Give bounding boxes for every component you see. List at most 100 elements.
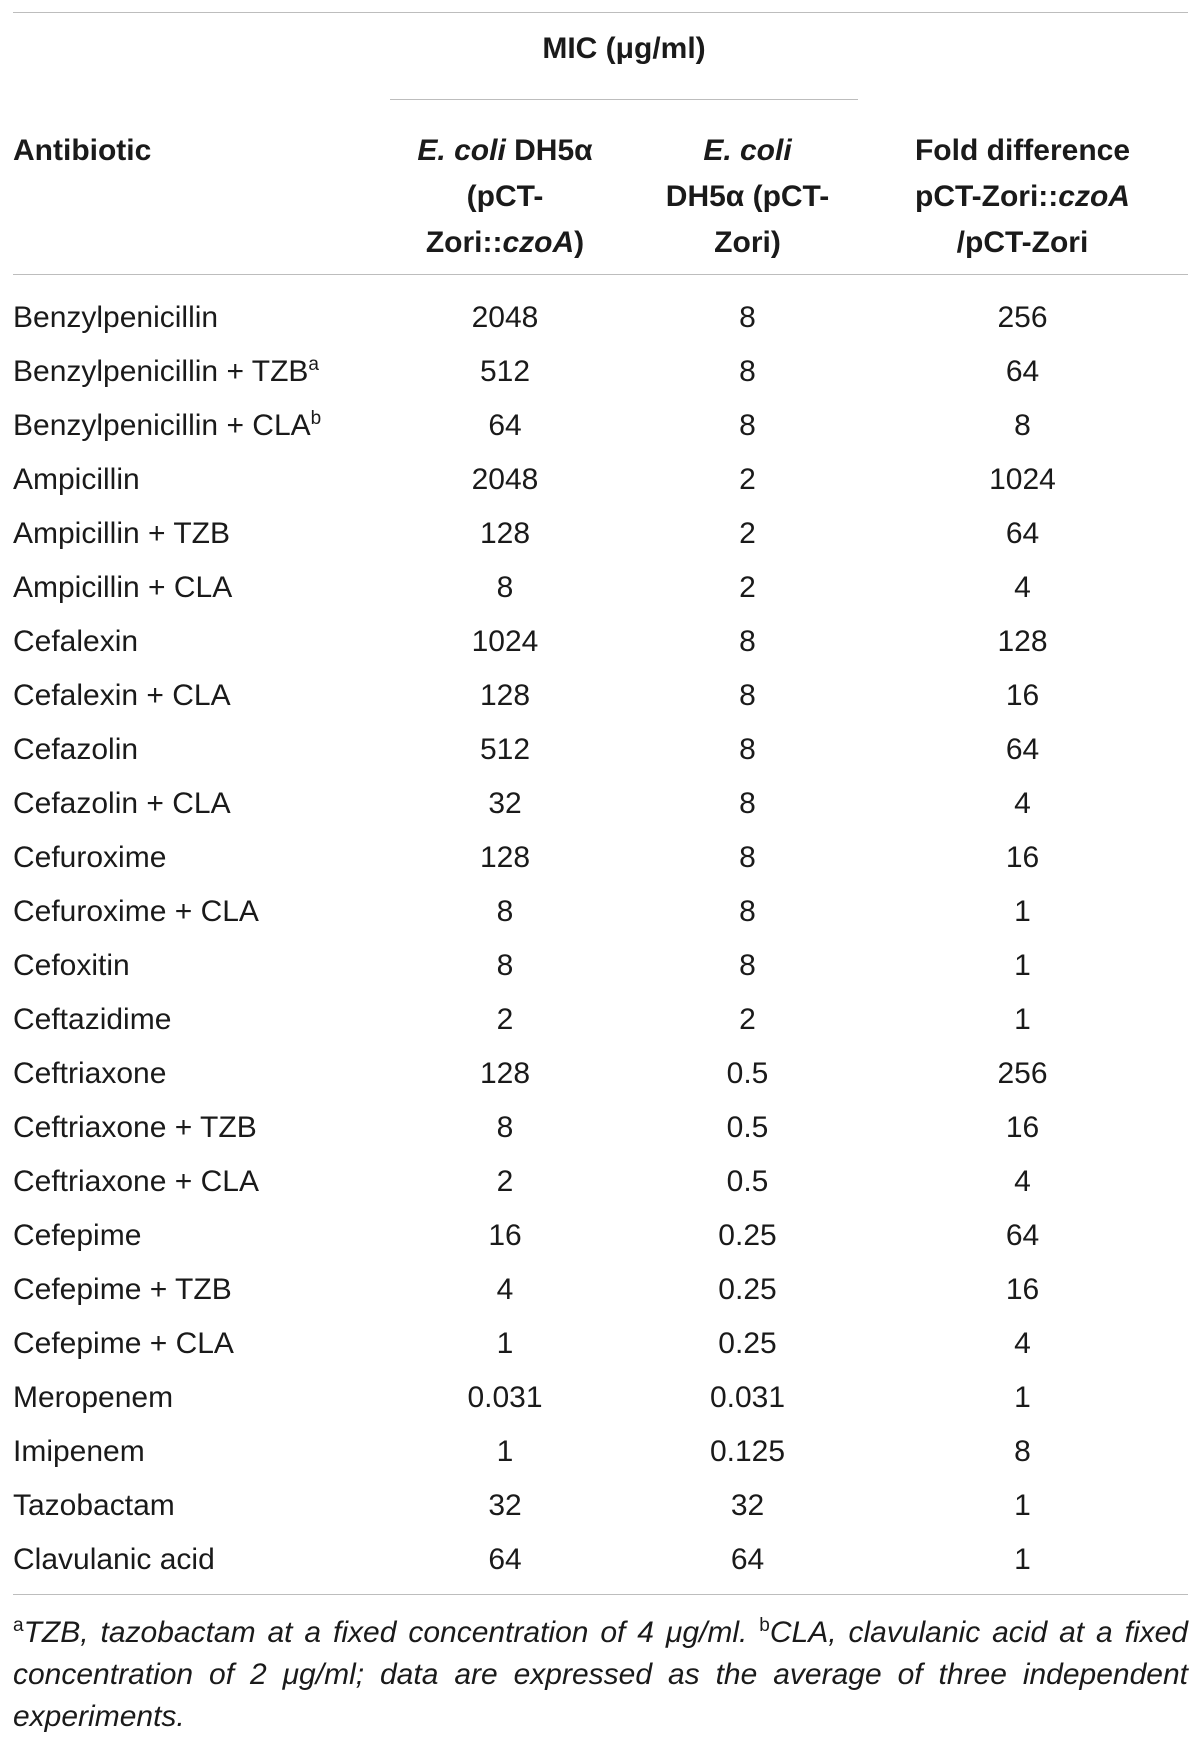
table-row: Benzylpenicillin + CLAb 64 8 8: [0, 399, 1200, 453]
mic-control-cell: 8: [635, 831, 860, 885]
mic-control-cell: 8: [635, 399, 860, 453]
header-antibiotic: Antibiotic: [13, 134, 152, 167]
mic-czoa-cell-text: 8: [496, 949, 514, 982]
fold-difference-cell: 16: [890, 1101, 1155, 1155]
mic-czoa-cell: 4: [395, 1263, 615, 1317]
mic-czoa-cell-text: 512: [479, 355, 531, 388]
mic-control-cell: 0.25: [635, 1263, 860, 1317]
table-row: Ampicillin 2048 2 1024: [0, 453, 1200, 507]
antibiotic-cell-text: Cefuroxime + CLA: [13, 895, 259, 928]
antibiotic-cell: Ampicillin + TZB: [13, 507, 230, 561]
mic-czoa-cell: 32: [395, 1479, 615, 1533]
fold-difference-cell: 16: [890, 669, 1155, 723]
fold-difference-cell-text: 4: [1014, 1327, 1031, 1360]
mic-czoa-cell-text: 64: [488, 1543, 522, 1576]
mic-czoa-cell: 2: [395, 993, 615, 1047]
mic-czoa-cell-text: 1: [496, 1327, 514, 1360]
antibiotic-cell: Cefuroxime: [13, 831, 166, 885]
mic-control-cell-text: 0.5: [726, 1057, 769, 1090]
fold-difference-cell-text: 1: [1014, 895, 1031, 928]
mic-control-cell: 0.031: [635, 1371, 860, 1425]
mic-czoa-cell: 8: [395, 939, 615, 993]
table-row: Clavulanic acid 64 64 1: [0, 1533, 1200, 1587]
fold-difference-cell: 1: [890, 993, 1155, 1047]
mic-czoa-cell: 8: [395, 561, 615, 615]
antibiotic-cell: Cefalexin + CLA: [13, 669, 231, 723]
antibiotic-cell: Imipenem: [13, 1425, 145, 1479]
antibiotic-cell-text: Ceftriaxone: [13, 1057, 167, 1090]
fold-difference-cell-text: 4: [1014, 1165, 1031, 1198]
antibiotic-cell: Ceftriaxone: [13, 1047, 166, 1101]
mic-control-cell-text: 8: [739, 895, 756, 928]
antibiotic-cell-text: Clavulanic acid: [13, 1543, 215, 1576]
mic-control-cell: 32: [635, 1479, 860, 1533]
antibiotic-cell-text: Cefalexin + CLA: [13, 679, 231, 712]
antibiotic-cell: Tazobactam: [13, 1479, 175, 1533]
mic-czoa-cell-text: 32: [488, 1489, 522, 1522]
mic-control-cell-text: 8: [739, 841, 756, 874]
table-row: Ceftriaxone + CLA 2 0.5 4: [0, 1155, 1200, 1209]
fold-difference-cell: 8: [890, 1425, 1155, 1479]
fold-difference-cell-text: 16: [1005, 679, 1040, 712]
fold-difference-cell: 128: [890, 615, 1155, 669]
table-row: Cefazolin 512 8 64: [0, 723, 1200, 777]
mic-control-cell: 8: [635, 939, 860, 993]
mic-czoa-cell: 8: [395, 885, 615, 939]
mic-czoa-cell-text: 16: [488, 1219, 522, 1252]
mic-czoa-cell-text: 8: [496, 1111, 514, 1144]
fold-difference-cell-text: 64: [1005, 355, 1040, 388]
mic-control-cell-text: 0.031: [709, 1381, 786, 1414]
header-ecoli-czoa-gene: czoA: [502, 226, 575, 259]
fold-difference-cell: 4: [890, 1317, 1155, 1371]
fold-difference-cell-text: 1: [1014, 1543, 1031, 1576]
antibiotic-cell: Ceftriaxone + TZB: [13, 1101, 257, 1155]
mic-group-header: MIC (μg/ml): [542, 32, 706, 65]
antibiotic-cell-text: Benzylpenicillin + CLA: [13, 409, 311, 442]
table-row: Cefuroxime 128 8 16: [0, 831, 1200, 885]
mic-czoa-cell: 0.031: [395, 1371, 615, 1425]
mic-czoa-cell: 128: [395, 669, 615, 723]
mic-control-cell-text: 8: [739, 949, 756, 982]
mic-czoa-cell-text: 4: [496, 1273, 514, 1306]
mic-czoa-cell: 64: [395, 1533, 615, 1587]
table-row: Cefuroxime + CLA 8 8 1: [0, 885, 1200, 939]
mic-czoa-cell: 128: [395, 1047, 615, 1101]
mic-control-cell-text: 8: [739, 409, 756, 442]
header-bottom-rule: [13, 274, 1188, 275]
header-ecoli-czoa-strain: DH5α (pCT-Zori::: [425, 134, 593, 259]
table-row: Cefepime 16 0.25 64: [0, 1209, 1200, 1263]
mic-czoa-cell: 1: [395, 1317, 615, 1371]
mic-czoa-cell-text: 2: [496, 1165, 514, 1198]
mic-czoa-cell-text: 1024: [471, 625, 539, 658]
mic-control-cell-text: 8: [739, 733, 756, 766]
top-rule: [13, 12, 1188, 13]
antibiotic-cell: Meropenem: [13, 1371, 173, 1425]
mic-control-cell-text: 0.5: [726, 1165, 769, 1198]
antibiotic-cell: Ceftriaxone + CLA: [13, 1155, 259, 1209]
table-row: Ceftriaxone 128 0.5 256: [0, 1047, 1200, 1101]
antibiotic-cell: Cefazolin + CLA: [13, 777, 231, 831]
antibiotic-cell-text: Tazobactam: [13, 1489, 175, 1522]
mic-control-cell: 2: [635, 453, 860, 507]
mic-control-cell: 0.5: [635, 1047, 860, 1101]
table-row: Benzylpenicillin 2048 8 256: [0, 291, 1200, 345]
mic-czoa-cell: 64: [395, 399, 615, 453]
mic-control-cell: 8: [635, 291, 860, 345]
antibiotic-cell-text: Ceftriaxone + CLA: [13, 1165, 259, 1198]
antibiotic-cell-text: Ceftriaxone + TZB: [13, 1111, 257, 1144]
fold-difference-cell: 64: [890, 345, 1155, 399]
table-row: Meropenem 0.031 0.031 1: [0, 1371, 1200, 1425]
mic-control-cell: 2: [635, 507, 860, 561]
fold-difference-cell-text: 16: [1005, 841, 1040, 874]
mic-control-cell-text: 8: [739, 625, 756, 658]
mic-czoa-cell: 2048: [395, 453, 615, 507]
footnote-text-b: CLA, clavulanic acid at a fixed concentr…: [13, 1616, 1188, 1733]
fold-difference-cell-text: 16: [1005, 1111, 1040, 1144]
antibiotic-cell-text: Ampicillin + TZB: [13, 517, 231, 550]
antibiotic-cell-text: Ampicillin: [13, 463, 140, 496]
mic-czoa-cell-text: 128: [479, 517, 531, 550]
antibiotic-cell-text: Cefazolin + CLA: [13, 787, 231, 820]
antibiotic-cell-text: Cefepime + TZB: [13, 1273, 232, 1306]
antibiotic-cell: Benzylpenicillin: [13, 291, 218, 345]
mic-control-cell-text: 64: [730, 1543, 765, 1576]
